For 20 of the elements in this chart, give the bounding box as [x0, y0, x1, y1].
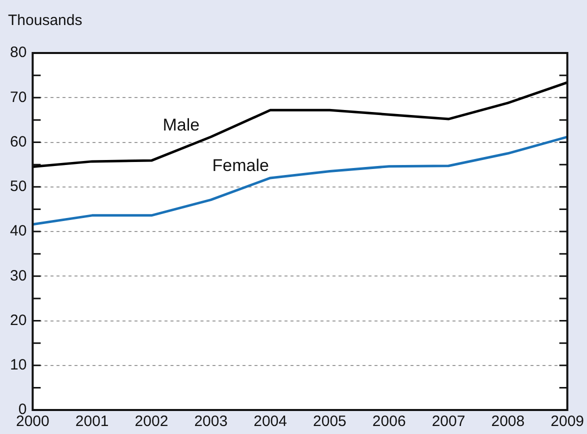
- x-tick-label: 2001: [75, 413, 109, 430]
- x-tick-label: 2007: [432, 413, 466, 430]
- y-tick-label: 80: [10, 44, 27, 62]
- y-tick-label: 20: [10, 312, 27, 329]
- y-tick-label: 50: [10, 178, 27, 196]
- x-tick-label: 2004: [254, 413, 287, 430]
- y-tick-label: 60: [10, 133, 27, 150]
- y-axis-title: Thousands: [8, 12, 82, 29]
- x-tick-label: 2003: [194, 413, 228, 430]
- y-tick-label: 40: [10, 222, 27, 240]
- series-label: Female: [212, 156, 269, 175]
- x-tick-label: 2005: [313, 413, 346, 430]
- x-tick-label: 2006: [372, 413, 406, 430]
- series-label: Male: [162, 116, 200, 135]
- y-tick-label: 10: [10, 356, 27, 374]
- x-tick-label: 2009: [550, 413, 584, 430]
- x-tick-label: 2002: [134, 413, 168, 430]
- y-tick-label: 30: [10, 267, 27, 284]
- y-tick-label: 70: [10, 88, 27, 106]
- x-tick-label: 2008: [491, 413, 525, 430]
